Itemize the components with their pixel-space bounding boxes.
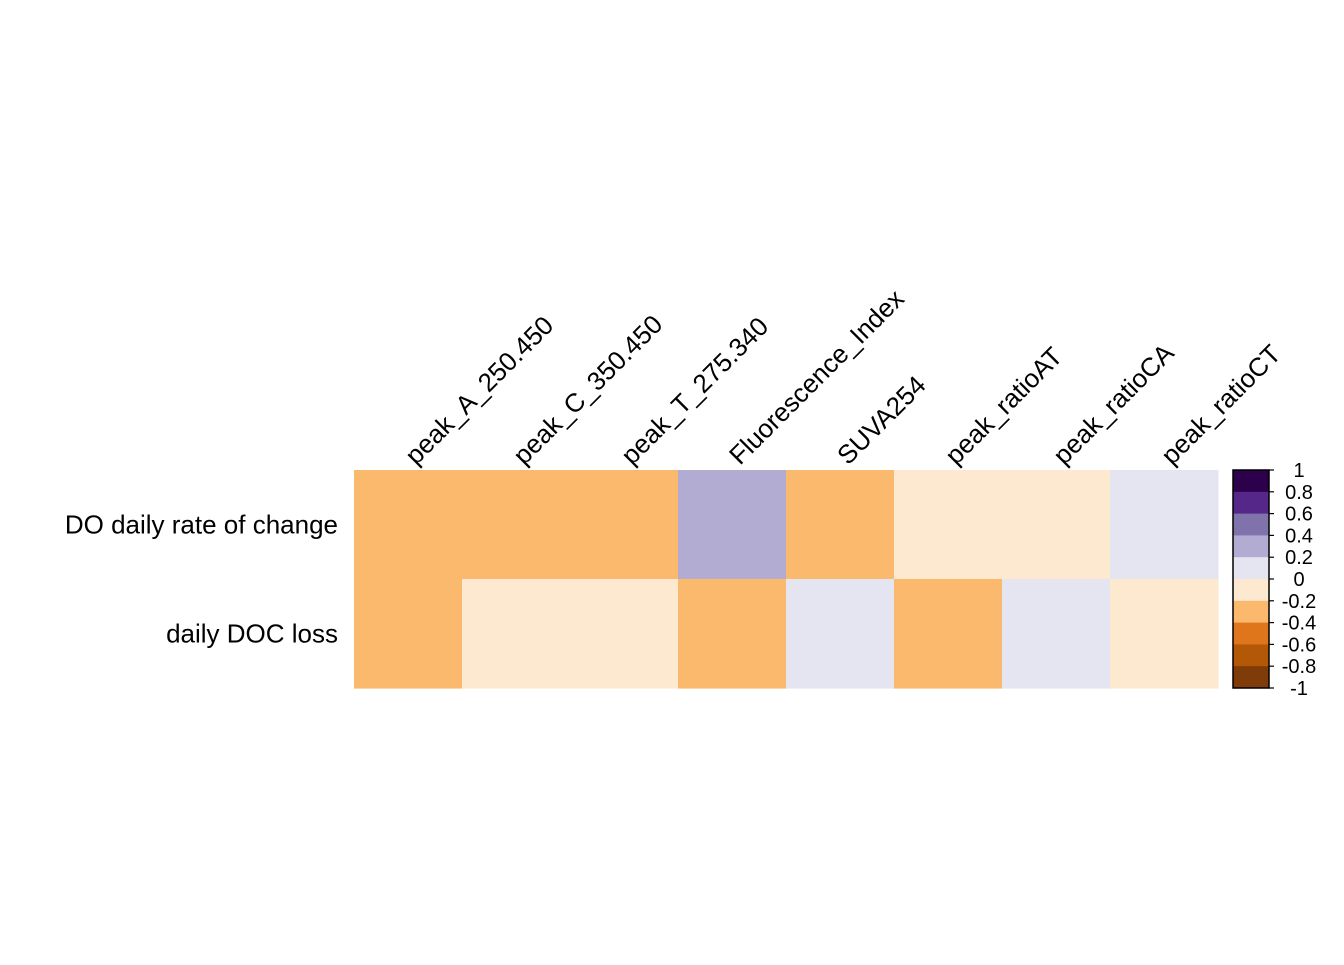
heatmap-cell: [786, 470, 895, 580]
colorbar-bin: [1233, 666, 1269, 689]
colorbar-bin: [1233, 622, 1269, 645]
row-labels: DO daily rate of change daily DOC loss: [65, 510, 338, 649]
heatmap-cell: [570, 470, 679, 580]
colorbar-tick-label: 0.8: [1285, 482, 1313, 504]
colorbar-bin: [1233, 535, 1269, 558]
colorbar-tick-label: -0.2: [1282, 591, 1316, 613]
colorbar-bin: [1233, 470, 1269, 493]
heatmap-cell: [678, 470, 787, 580]
heatmap-cell: [354, 579, 463, 689]
heatmap-cells: [354, 470, 1219, 689]
colorbar-tick-label: 0: [1293, 569, 1304, 591]
colorbar-tick-label: -0.8: [1282, 656, 1316, 678]
colorbar-bin: [1233, 644, 1269, 667]
column-label: Fluorescence_Index: [723, 283, 910, 470]
column-label: SUVA254: [831, 370, 932, 471]
colorbar-bin: [1233, 491, 1269, 514]
heatmap-cell: [1110, 579, 1219, 689]
heatmap-cell: [1002, 470, 1111, 580]
heatmap-cell: [894, 579, 1003, 689]
heatmap-cell: [786, 579, 895, 689]
colorbar-tick-label: 1: [1293, 460, 1304, 482]
heatmap-cell: [894, 470, 1003, 580]
colorbar-bin: [1233, 513, 1269, 536]
colorbar-tick-label: 0.4: [1285, 525, 1313, 547]
colorbar-tick-label: 0.6: [1285, 504, 1313, 526]
heatmap-cell: [570, 579, 679, 689]
heatmap-cell: [462, 470, 571, 580]
colorbar-tick-label: -1: [1290, 678, 1308, 700]
heatmap-cell: [678, 579, 787, 689]
colorbar-tick-label: 0.2: [1285, 547, 1313, 569]
row-label: daily DOC loss: [166, 619, 338, 649]
heatmap-cell: [354, 470, 463, 580]
heatmap-cell: [1002, 579, 1111, 689]
colorbar-bin: [1233, 557, 1269, 580]
colorbar-tick-label: -0.6: [1282, 634, 1316, 656]
colorbar-bin: [1233, 600, 1269, 623]
heatmap-cell: [1110, 470, 1219, 580]
heatmap-cell: [462, 579, 571, 689]
colorbar-bin: [1233, 579, 1269, 602]
colorbar-tick-label: -0.4: [1282, 613, 1316, 635]
row-label: DO daily rate of change: [65, 510, 338, 540]
colorbar: 10.80.60.40.20-0.2-0.4-0.6-0.8-1: [1232, 460, 1316, 700]
column-labels: peak_A_250.450peak_C_350.450peak_T_275.3…: [399, 283, 1287, 470]
